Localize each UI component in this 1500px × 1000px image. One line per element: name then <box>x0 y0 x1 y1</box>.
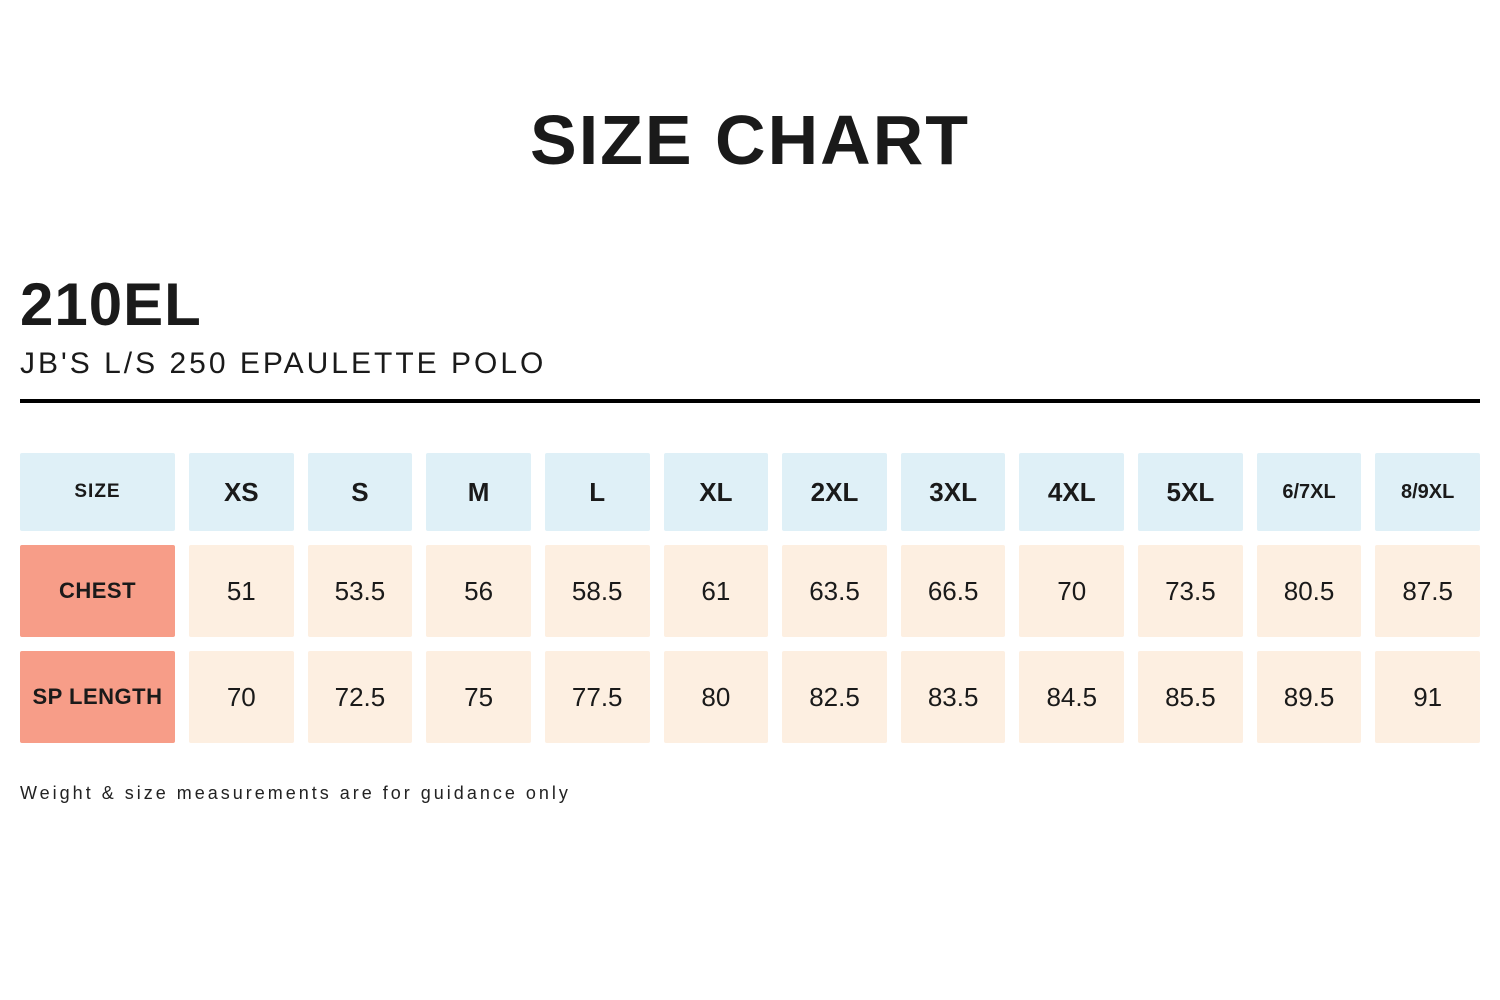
size-column-header: M <box>426 453 531 531</box>
value-cell: 72.5 <box>308 651 413 743</box>
size-column-header: S <box>308 453 413 531</box>
size-column-header: 2XL <box>782 453 887 531</box>
value-cell: 70 <box>189 651 294 743</box>
size-table: SIZEXSSMLXL2XL3XL4XL5XL6/7XL8/9XL CHEST51… <box>20 453 1480 743</box>
value-cell: 82.5 <box>782 651 887 743</box>
value-cell: 91 <box>1375 651 1480 743</box>
value-cell: 84.5 <box>1019 651 1124 743</box>
value-cell: 51 <box>189 545 294 637</box>
header-divider <box>20 399 1480 403</box>
value-cell: 85.5 <box>1138 651 1243 743</box>
size-column-header: 8/9XL <box>1375 453 1480 531</box>
value-cell: 58.5 <box>545 545 650 637</box>
page-title: SIZE CHART <box>20 100 1480 180</box>
row-label: CHEST <box>20 545 175 637</box>
value-cell: 80.5 <box>1257 545 1362 637</box>
value-cell: 75 <box>426 651 531 743</box>
value-cell: 61 <box>664 545 769 637</box>
size-column-header: 4XL <box>1019 453 1124 531</box>
value-cell: 87.5 <box>1375 545 1480 637</box>
size-column-header: 6/7XL <box>1257 453 1362 531</box>
value-cell: 77.5 <box>545 651 650 743</box>
size-column-header: L <box>545 453 650 531</box>
value-cell: 89.5 <box>1257 651 1362 743</box>
size-column-header: XL <box>664 453 769 531</box>
size-column-header: XS <box>189 453 294 531</box>
size-column-header: 3XL <box>901 453 1006 531</box>
size-chart-container: SIZE CHART 210EL JB'S L/S 250 EPAULETTE … <box>20 100 1480 804</box>
value-cell: 80 <box>664 651 769 743</box>
value-cell: 70 <box>1019 545 1124 637</box>
product-code: 210EL <box>20 270 1480 339</box>
value-cell: 83.5 <box>901 651 1006 743</box>
row-label: SP LENGTH <box>20 651 175 743</box>
product-name: JB'S L/S 250 EPAULETTE POLO <box>20 347 1480 381</box>
value-cell: 53.5 <box>308 545 413 637</box>
value-cell: 66.5 <box>901 545 1006 637</box>
value-cell: 56 <box>426 545 531 637</box>
value-cell: 63.5 <box>782 545 887 637</box>
footnote: Weight & size measurements are for guida… <box>20 783 1480 804</box>
value-cell: 73.5 <box>1138 545 1243 637</box>
size-corner-label: SIZE <box>20 453 175 531</box>
size-column-header: 5XL <box>1138 453 1243 531</box>
